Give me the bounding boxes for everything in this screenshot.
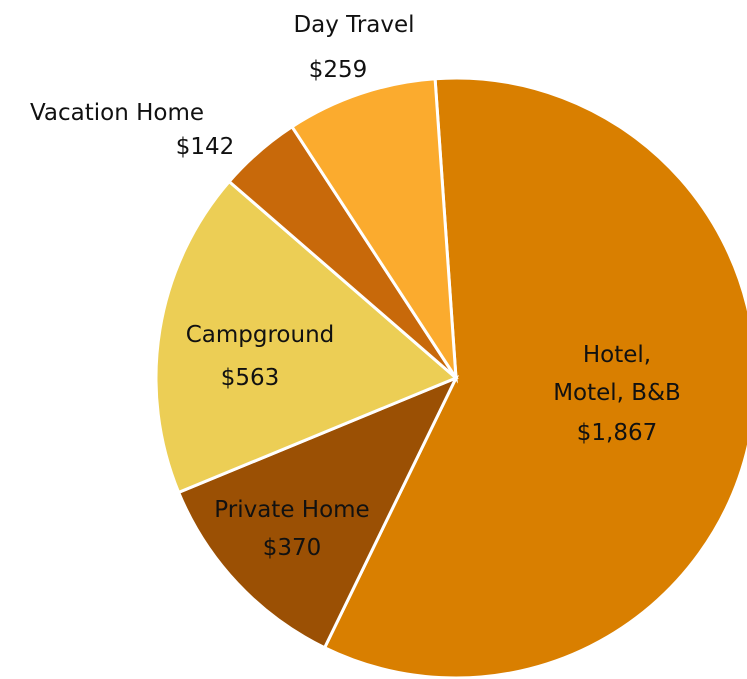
slice-label: Day Travel xyxy=(293,12,415,38)
value-label: $142 xyxy=(175,134,235,160)
pie-slice xyxy=(176,375,460,650)
slice-label: Campground xyxy=(185,322,335,348)
pie-slice xyxy=(154,179,459,495)
slice-label: Private Home xyxy=(214,497,370,523)
value-label: $259 xyxy=(308,57,368,83)
value-label: $1,867 xyxy=(576,420,658,446)
pie-slice xyxy=(322,76,747,679)
slice-label: Hotel, Motel, B&B xyxy=(553,342,681,406)
slice-label: Vacation Home xyxy=(29,100,205,126)
value-label: $370 xyxy=(262,535,322,561)
pie-slice xyxy=(289,77,458,384)
value-label: $563 xyxy=(220,365,280,391)
